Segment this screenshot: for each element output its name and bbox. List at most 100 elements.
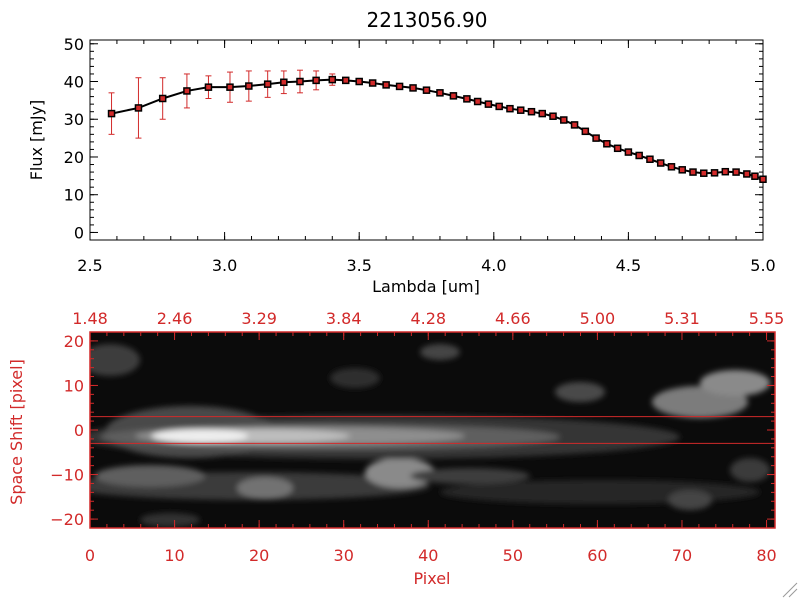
top-axis-tick-label: 5.31 [664,309,700,328]
noise-blob [90,344,140,376]
top-axis-tick-label: 5.00 [580,309,616,328]
noise-blob [140,513,200,527]
data-point [549,112,557,120]
data-point [592,134,600,142]
data-point [226,83,234,91]
data-point [263,80,272,88]
spectrum-y-axis-label: Flux [mJy] [27,100,46,181]
y-tick-label: 40 [64,73,84,92]
noise-blob [700,370,770,396]
data-point [678,166,686,174]
data-point [570,121,579,129]
x-tick-label: 3.5 [346,256,371,275]
data-point [656,159,665,167]
data-point [603,140,611,148]
x-tick-label: 2.5 [77,256,102,275]
data-point [624,148,633,156]
data-point [395,82,404,91]
x-tick-label: 10 [164,546,184,565]
noise-blob [365,458,435,488]
y-tick-label: 30 [64,110,84,129]
image-ticks: 0 1.48 10 2.46 20 3.29 30 3.84 40 4.28 50 4.66 60 5.0… [50,309,784,565]
top-axis-tick-label: 2.46 [157,309,193,328]
trace-core [152,429,248,443]
top-axis-tick-label: 4.28 [410,309,446,328]
data-point [613,144,622,153]
data-point [751,172,759,180]
data-point [280,78,288,87]
spectrum-panel: 2.5 3.0 3.5 4.0 4.5 5.0 0 10 20 30 40 50 Lambda [um… [27,35,776,296]
spectral-image [90,332,775,528]
image-y-axis-label: Space Shift [pixel] [7,359,26,505]
x-tick-label: 5.0 [750,256,775,275]
y-tick-label: 20 [64,148,84,167]
spectrum-points [107,75,767,183]
data-point [409,84,417,92]
noise-blob [420,344,460,360]
data-point [581,127,590,136]
y-tick-label: 0 [74,421,84,440]
chart-title: 2213056.90 [367,8,488,32]
x-tick-label: 20 [249,546,269,565]
data-point [635,151,643,160]
data-point [368,79,377,87]
y-tick-label: 20 [64,332,84,351]
y-tick-label: 10 [64,186,84,205]
data-point [355,77,363,86]
data-point [328,75,337,84]
top-axis-tick-label: 4.66 [495,309,531,328]
resize-grip-icon[interactable] [782,582,798,598]
top-axis-tick-label: 5.55 [749,309,785,328]
noise-blob [555,382,605,402]
data-point [473,97,482,106]
data-point [158,94,167,103]
data-point [183,87,191,95]
x-tick-label: 4.5 [616,256,641,275]
data-point [449,92,458,100]
noise-blob [330,368,380,388]
image-x-axis-label: Pixel [413,569,450,588]
data-point [527,107,536,116]
x-tick-label: 4.0 [481,256,506,275]
data-point [646,155,654,163]
image-panel: 0 1.48 10 2.46 20 3.29 30 3.84 40 4.28 50 4.66 60 5.0… [7,309,784,588]
data-point [422,86,431,94]
data-point [382,81,390,89]
data-point [689,168,697,176]
data-point [495,102,503,111]
data-point [743,170,751,178]
x-tick-label: 40 [418,546,438,565]
data-point [560,116,568,124]
top-axis-tick-label: 1.48 [72,309,108,328]
noise-blob [730,458,770,482]
data-point [341,76,350,85]
noise-blob [668,490,712,510]
data-point [484,100,493,108]
data-point [436,89,444,97]
data-point [463,95,471,103]
data-point [134,104,143,112]
y-tick-label: 0 [74,223,84,242]
data-point [710,169,719,177]
noise-blob [95,465,205,487]
x-tick-label: 60 [587,546,607,565]
x-tick-label: 30 [334,546,354,565]
data-point [107,109,116,118]
x-tick-label: 50 [503,546,523,565]
y-tick-label: 50 [64,35,84,54]
noise-blob [410,468,530,484]
data-point [759,175,767,183]
data-point [506,104,514,113]
y-tick-label: −20 [50,510,84,529]
x-tick-label: 0 [85,546,95,565]
data-point [667,163,676,171]
x-tick-label: 3.0 [212,256,237,275]
data-point [312,76,320,85]
y-tick-label: 10 [64,376,84,395]
x-tick-label: 80 [756,546,776,565]
y-tick-label: −10 [50,466,84,485]
noise-blob [237,477,293,499]
data-point [296,77,304,86]
data-point [700,169,708,177]
